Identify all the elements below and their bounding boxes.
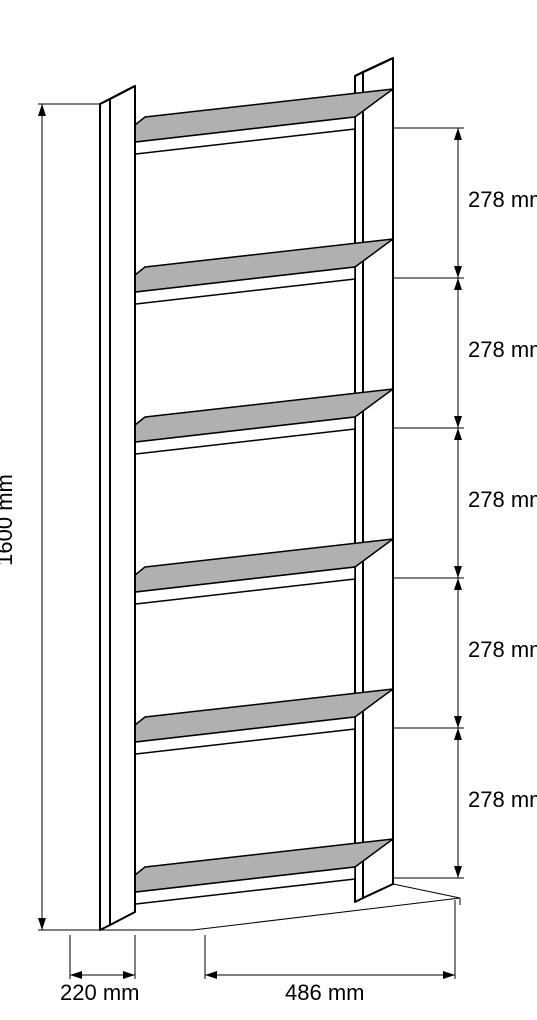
dim-width: 486 mm [285,980,364,1005]
dim-shelf-gap-4: 278 mm [468,787,537,812]
dim-overall-height: 1600 mm [0,474,17,566]
dim-shelf-gap-2: 278 mm [468,487,537,512]
left-panel-side [110,86,135,925]
bookshelf-dimension-diagram: 1600 mm 278 mm 278 mm 278 mm 278 mm 278 mm 220… [0,0,537,1020]
dim-shelf-gap-3: 278 mm [468,637,537,662]
dim-shelf-gap-1: 278 mm [468,337,537,362]
right-panel-front [355,72,363,902]
dim-shelf-gap-0: 278 mm [468,187,537,212]
left-panel-front [100,99,110,930]
dim-depth: 220 mm [60,980,139,1005]
right-panel-side [363,58,393,898]
